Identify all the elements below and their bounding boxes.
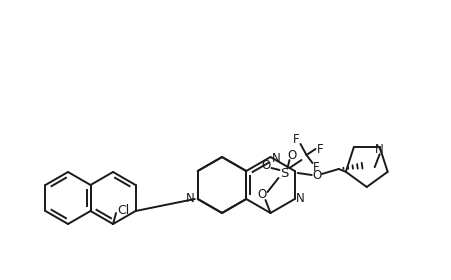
Text: S: S <box>280 167 288 179</box>
Text: N: N <box>185 193 193 206</box>
Text: N: N <box>296 193 304 206</box>
Text: O: O <box>287 148 296 162</box>
Text: O: O <box>258 188 267 202</box>
Text: N: N <box>272 151 280 165</box>
Text: N: N <box>374 143 383 156</box>
Text: F: F <box>313 160 319 174</box>
Text: Cl: Cl <box>117 204 129 216</box>
Text: O: O <box>261 158 271 171</box>
Text: F: F <box>317 143 323 155</box>
Text: F: F <box>293 132 299 146</box>
Text: O: O <box>312 169 321 181</box>
